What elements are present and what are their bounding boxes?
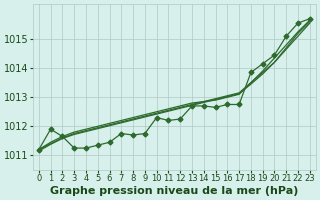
X-axis label: Graphe pression niveau de la mer (hPa): Graphe pression niveau de la mer (hPa) <box>50 186 299 196</box>
